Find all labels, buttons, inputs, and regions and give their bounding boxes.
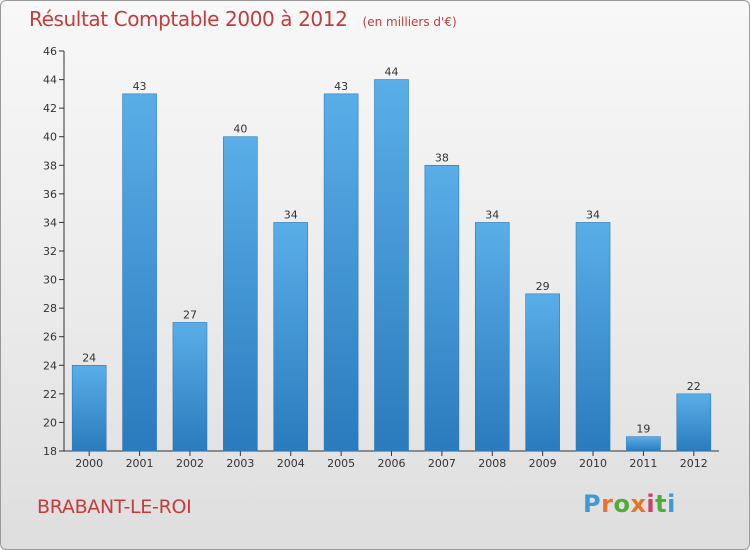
bar [525, 293, 560, 452]
x-tick-label: 2009 [529, 457, 557, 470]
data-label: 24 [82, 351, 96, 364]
y-tick-label: 26 [43, 331, 57, 344]
x-tick-label: 2001 [126, 457, 154, 470]
data-label: 44 [385, 66, 399, 79]
x-tick-label: 2000 [75, 457, 103, 470]
location-name: BRABANT-LE-ROI [37, 496, 192, 518]
brand-letter: i [667, 490, 676, 518]
data-label: 29 [536, 280, 550, 293]
y-tick-label: 32 [43, 245, 57, 258]
y-tick-label: 22 [43, 388, 57, 401]
bar [323, 93, 359, 452]
x-tick-label: 2006 [378, 457, 406, 470]
data-label: 40 [233, 123, 247, 136]
brand-logo: Proxiti [583, 490, 676, 518]
data-label: 34 [284, 208, 298, 221]
data-label: 38 [435, 151, 449, 164]
bar [223, 136, 258, 452]
brand-letter: r [601, 490, 614, 518]
data-label: 19 [636, 423, 650, 436]
x-tick-label: 2003 [226, 457, 254, 470]
y-tick-label: 46 [43, 45, 57, 58]
bar [122, 93, 157, 452]
data-label: 34 [485, 208, 499, 221]
x-tick-label: 2004 [277, 457, 305, 470]
x-tick-label: 2011 [629, 457, 657, 470]
y-tick-label: 30 [43, 274, 57, 287]
bar [676, 393, 712, 452]
bar [575, 222, 611, 452]
bar [273, 222, 309, 452]
bar [626, 436, 661, 452]
x-tick-label: 2007 [428, 457, 456, 470]
y-tick-label: 20 [43, 416, 57, 429]
y-tick-label: 38 [43, 159, 57, 172]
bar [474, 222, 510, 452]
bar [172, 322, 208, 452]
brand-letter: x [630, 490, 647, 518]
data-label: 43 [133, 80, 147, 93]
x-tick-label: 2005 [327, 457, 355, 470]
y-tick-label: 44 [43, 74, 57, 87]
brand-letter: P [583, 490, 602, 518]
x-tick-label: 2012 [680, 457, 708, 470]
y-tick-label: 24 [43, 359, 57, 372]
bar [424, 164, 460, 452]
x-tick-label: 2010 [579, 457, 607, 470]
brand-letter: i [646, 490, 656, 518]
y-tick-label: 28 [43, 302, 57, 315]
x-tick-label: 2002 [176, 457, 204, 470]
x-tick-label: 2008 [478, 457, 506, 470]
data-label: 34 [586, 208, 600, 221]
y-tick-label: 40 [43, 131, 57, 144]
title-line: Résultat Comptable 2000 à 2012 (en milli… [29, 7, 457, 31]
bar [71, 364, 107, 452]
y-tick-label: 36 [43, 188, 57, 201]
bar [374, 79, 409, 452]
brand-letter: t [655, 490, 668, 518]
brand-letter: o [613, 490, 631, 518]
data-label: 27 [183, 308, 197, 321]
data-label: 43 [334, 80, 348, 93]
chart-title: Résultat Comptable 2000 à 2012 [29, 7, 348, 31]
y-tick-label: 34 [43, 216, 57, 229]
chart-subtitle: (en milliers d'€) [362, 15, 457, 29]
y-tick-label: 18 [43, 445, 57, 458]
y-tick-label: 42 [43, 102, 57, 115]
data-label: 22 [687, 380, 701, 393]
